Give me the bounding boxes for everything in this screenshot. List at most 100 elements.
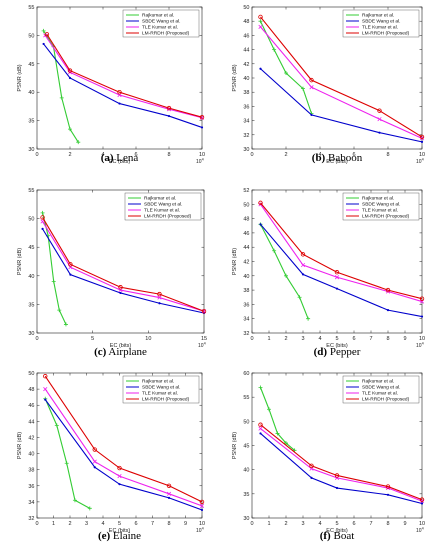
y-tick-label: 46: [243, 33, 249, 39]
y-tick-label: 46: [28, 403, 34, 409]
legend-label: LM-RRDH (Proposed): [362, 31, 410, 37]
legend-label: TLE Kumar et al.: [142, 25, 178, 31]
x-tick-label: 9: [403, 336, 406, 342]
legend-label: SBDE Wang et al.: [142, 385, 180, 391]
legend-label: SBDE Wang et al.: [144, 202, 182, 208]
x-tick-label: 4: [101, 521, 104, 527]
x-tick-label: 6: [352, 152, 355, 158]
data-point: [377, 117, 382, 122]
data-point: [377, 108, 382, 113]
data-point: [258, 422, 263, 427]
y-tick-label: 38: [243, 288, 249, 294]
data-point: [301, 86, 305, 91]
x-tick-label: 9: [184, 521, 187, 527]
series-lm: [258, 14, 425, 140]
x-tick-label: 1: [267, 336, 270, 342]
data-point: [201, 309, 207, 314]
x-tick-label: 2: [68, 521, 71, 527]
panel-letter: (e): [98, 530, 111, 542]
data-point: [67, 68, 73, 73]
x-axis-label: EC (bits): [326, 528, 348, 534]
data-point: [43, 374, 48, 379]
y-tick-label: 60: [243, 371, 249, 377]
legend-label: LM-RRDH (Proposed): [362, 397, 410, 403]
y-tick-label: 42: [243, 260, 249, 266]
series-line: [260, 16, 423, 138]
x-tick-label: 6: [134, 521, 137, 527]
data-point: [68, 262, 73, 267]
y-tick-label: 36: [243, 104, 249, 110]
data-point: [158, 302, 161, 305]
data-point: [93, 466, 96, 469]
y-tick-label: 44: [243, 245, 249, 251]
series-sbde: [44, 398, 204, 512]
data-point: [258, 426, 263, 431]
data-point: [68, 76, 72, 80]
y-tick-label: 40: [243, 76, 249, 82]
legend-label: SBDE Wang et al.: [362, 202, 400, 208]
y-tick-label: 40: [28, 452, 34, 458]
x-tick-label: 5: [335, 521, 338, 527]
data-point: [259, 432, 262, 435]
series-lm: [258, 422, 425, 502]
legend: Rajkumar et al.SBDE Wang et al.TLE Kumar…: [342, 192, 420, 221]
y-tick-label: 40: [243, 274, 249, 280]
data-point: [310, 113, 313, 117]
data-point: [300, 252, 306, 257]
panel-letter: (b): [312, 152, 326, 164]
x-tick-label: 5: [335, 336, 338, 342]
series-line: [44, 375, 203, 503]
x-tick-label: 2: [68, 152, 71, 158]
x-multiplier: 104: [416, 527, 424, 535]
x-tick-label: 0: [35, 336, 38, 342]
x-tick-label: 7: [369, 336, 372, 342]
data-point: [167, 496, 171, 499]
x-tick-label: 2: [284, 152, 287, 158]
x-tick-label: 5: [118, 521, 121, 527]
data-point: [167, 114, 171, 118]
x-axis-label: EC (bits): [110, 343, 132, 349]
data-point: [258, 19, 263, 24]
data-point: [118, 483, 121, 486]
y-tick-label: 42: [243, 62, 249, 68]
x-tick-label: 5: [91, 336, 94, 342]
x-tick-label: 10: [419, 152, 425, 158]
legend-label: TLE Kumar et al.: [144, 208, 180, 214]
data-point: [297, 295, 302, 300]
data-point: [41, 227, 44, 230]
data-point: [200, 508, 204, 512]
x-tick-label: 6: [134, 152, 137, 158]
data-point: [40, 215, 45, 220]
data-point: [42, 42, 45, 46]
y-tick-label: 55: [243, 395, 249, 401]
data-point: [420, 502, 424, 505]
y-tick-label: 34: [243, 119, 249, 125]
x-axis-label: EC (bits): [109, 528, 131, 534]
data-point: [54, 423, 59, 428]
y-tick-label: 46: [243, 231, 249, 237]
x-tick-label: 0: [250, 521, 253, 527]
legend-label: TLE Kumar et al.: [362, 208, 398, 214]
legend-label: TLE Kumar et al.: [362, 25, 398, 31]
series-line: [46, 33, 203, 118]
x-tick-label: 4: [318, 152, 321, 158]
x-multiplier-exponent: 4: [202, 158, 204, 162]
data-point: [267, 407, 271, 412]
panel-caption: (d) Pepper: [314, 346, 361, 358]
data-point: [258, 14, 263, 20]
series-rajkumar: [258, 19, 314, 116]
data-point: [385, 287, 391, 293]
legend-label: LM-RRDH (Proposed): [144, 214, 192, 220]
y-tick-label: 45: [28, 245, 34, 251]
data-point: [419, 296, 425, 301]
data-point: [259, 67, 262, 70]
x-tick-label: 8: [167, 521, 170, 527]
data-point: [200, 126, 204, 129]
data-point: [118, 285, 123, 290]
series-sbde: [259, 432, 424, 505]
legend-label: SBDE Wang et al.: [142, 19, 180, 25]
x-tick-label: 7: [369, 521, 372, 527]
